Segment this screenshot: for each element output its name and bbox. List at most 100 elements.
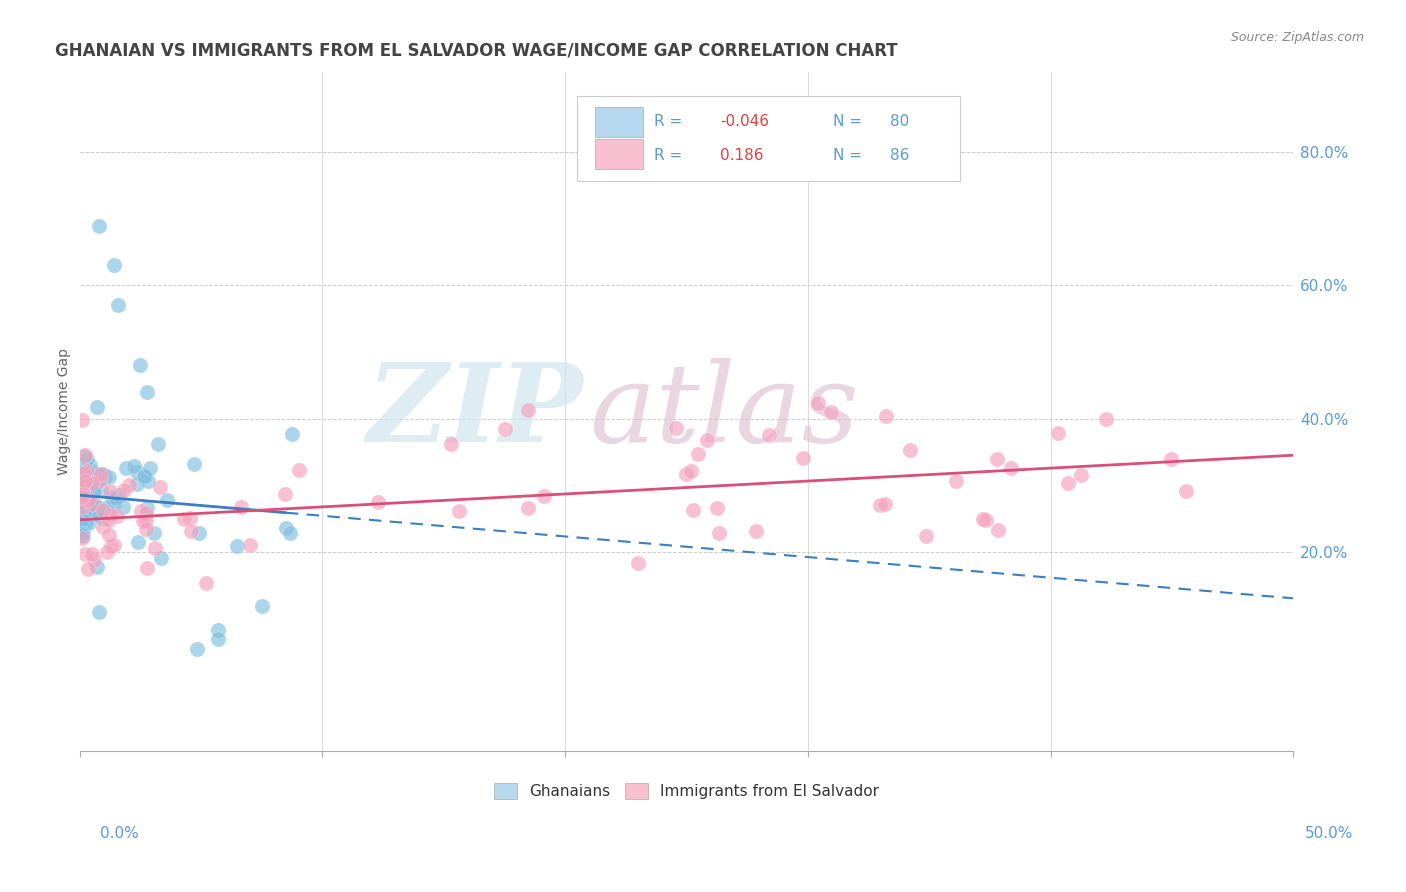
Point [70, 475, 93, 489]
Point [70, 484, 93, 499]
Point [72, 481, 94, 495]
Point [898, 443, 921, 458]
Point [98, 484, 121, 499]
Point [136, 500, 159, 515]
Point [696, 433, 718, 447]
Text: 0.186: 0.186 [720, 148, 763, 162]
Point [70, 526, 93, 541]
Text: N =: N = [834, 114, 862, 128]
Point [86, 500, 108, 515]
Point [112, 500, 135, 514]
FancyBboxPatch shape [595, 139, 643, 169]
Point [76, 492, 98, 507]
Legend: Ghanaians, Immigrants from El Salvador: Ghanaians, Immigrants from El Salvador [488, 777, 886, 805]
Point [73, 448, 96, 462]
Point [72, 524, 94, 539]
Text: GHANAIAN VS IMMIGRANTS FROM EL SALVADOR WAGE/INCOME GAP CORRELATION CHART: GHANAIAN VS IMMIGRANTS FROM EL SALVADOR … [55, 42, 898, 60]
Point [72, 486, 94, 500]
Point [127, 476, 149, 491]
Point [83, 498, 105, 512]
Point [132, 514, 155, 528]
Point [75, 513, 97, 527]
Point [134, 469, 156, 483]
FancyBboxPatch shape [595, 107, 643, 137]
Point [517, 403, 540, 417]
Point [875, 497, 897, 511]
Text: R =: R = [654, 114, 682, 128]
Point [98, 528, 121, 542]
Point [77, 491, 100, 505]
Point [90, 482, 112, 496]
Point [72, 459, 94, 474]
Point [73, 505, 96, 519]
Text: 86: 86 [890, 148, 910, 162]
Point [75, 482, 97, 496]
Text: 0.0%: 0.0% [100, 827, 139, 841]
Point [142, 526, 165, 541]
Point [195, 575, 218, 590]
Text: ZIP: ZIP [367, 359, 583, 466]
Point [1057, 476, 1080, 491]
Point [807, 396, 830, 410]
Point [80, 548, 103, 562]
Point [70, 465, 93, 479]
Point [70, 518, 93, 533]
Point [89, 509, 111, 524]
Point [447, 504, 470, 518]
Point [135, 514, 157, 528]
Point [122, 458, 145, 473]
Text: 50.0%: 50.0% [1305, 827, 1353, 841]
Point [173, 512, 195, 526]
Point [132, 468, 155, 483]
Point [115, 461, 138, 475]
Point [100, 491, 122, 505]
Point [135, 560, 157, 574]
Point [149, 480, 172, 494]
Point [274, 487, 297, 501]
Point [143, 541, 166, 555]
Point [675, 467, 697, 481]
Point [127, 465, 149, 479]
Point [758, 427, 780, 442]
Point [89, 473, 111, 487]
Point [90, 467, 112, 482]
Point [91, 503, 114, 517]
Point [820, 405, 842, 419]
Point [706, 501, 728, 516]
Point [72, 490, 94, 504]
Point [97, 512, 120, 526]
Point [70, 500, 93, 514]
Point [207, 632, 229, 647]
Point [627, 556, 650, 570]
Point [129, 504, 152, 518]
Point [665, 420, 688, 434]
Point [70, 532, 93, 546]
Point [105, 509, 128, 524]
Point [86, 474, 108, 488]
Point [1174, 483, 1197, 498]
Point [86, 560, 108, 574]
Point [72, 470, 94, 484]
Point [70, 494, 93, 508]
Point [1046, 426, 1069, 441]
Point [76, 452, 98, 467]
Point [72, 512, 94, 526]
Text: N =: N = [834, 148, 862, 162]
Point [986, 452, 1008, 467]
FancyBboxPatch shape [578, 96, 959, 181]
Point [96, 545, 118, 559]
Point [179, 510, 201, 524]
Point [73, 475, 96, 489]
Point [875, 409, 897, 423]
Point [533, 489, 555, 503]
Point [87, 219, 110, 233]
Point [107, 488, 129, 502]
Point [1160, 452, 1182, 467]
Point [77, 562, 100, 576]
Point [98, 469, 121, 483]
Point [73, 449, 96, 463]
Point [83, 553, 105, 567]
Point [86, 400, 108, 414]
Point [97, 500, 120, 515]
Point [103, 259, 125, 273]
